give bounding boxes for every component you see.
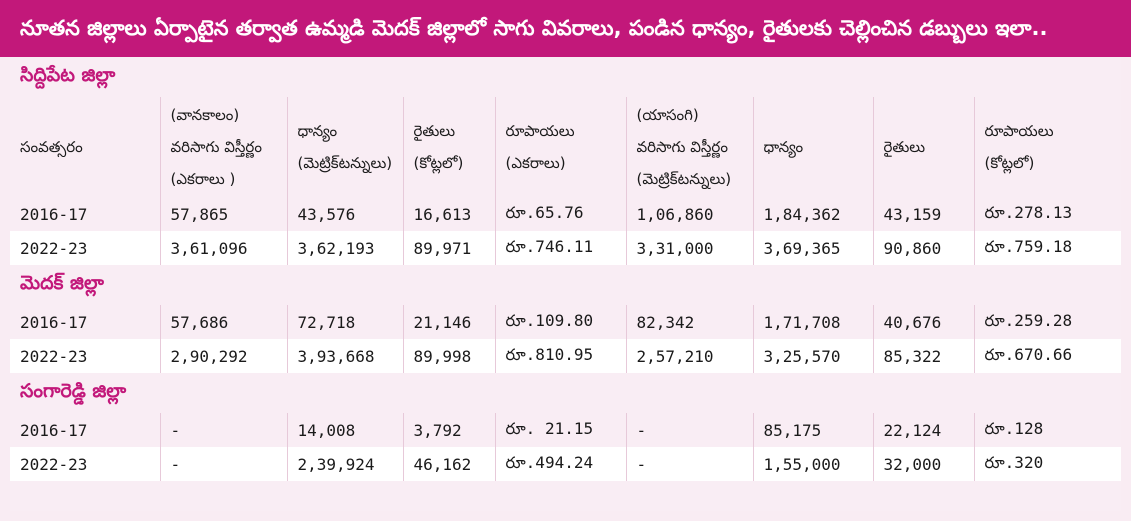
table-cell: - bbox=[626, 447, 754, 481]
table-cell: 82,342 bbox=[626, 305, 754, 339]
page-title: నూతన జిల్లాలు ఏర్పాటైన తర్వాత ఉమ్మడి మెద… bbox=[0, 0, 1131, 57]
table-cell: 90,860 bbox=[873, 231, 975, 265]
table-cell: 32,000 bbox=[873, 447, 975, 481]
col-area2-header: (యాసంగి) వరిసాగు విస్తీర్ణం (మెట్రిక్‌టన… bbox=[626, 97, 754, 197]
table-cell: 16,613 bbox=[403, 197, 496, 231]
table-cell: 40,676 bbox=[873, 305, 975, 339]
table-cell: 14,008 bbox=[287, 413, 404, 447]
table-cell: 85,322 bbox=[873, 339, 975, 373]
table-cell: 1,84,362 bbox=[753, 197, 874, 231]
table-cell: 2016-17 bbox=[10, 413, 161, 447]
table-cell: 3,62,193 bbox=[287, 231, 404, 265]
table-row: 2022-23 3,61,096 3,62,193 89,971 రూ.746.11 3,… bbox=[10, 231, 1121, 265]
table-cell: 3,61,096 bbox=[160, 231, 288, 265]
table-cell: 1,71,708 bbox=[753, 305, 874, 339]
table-cell: రూ.128 bbox=[974, 413, 1121, 447]
table-cell: రూ.109.80 bbox=[495, 305, 627, 339]
table-cell: 22,124 bbox=[873, 413, 975, 447]
table-cell: 46,162 bbox=[403, 447, 496, 481]
table-row: 2022-23-2,39,924 46,162 రూ.494.24-1,55,000… bbox=[10, 447, 1121, 481]
table-cell: 89,998 bbox=[403, 339, 496, 373]
table-cell: 3,792 bbox=[403, 413, 496, 447]
col-area-header: (వానకాలం) వరిసాగు విస్తీర్ణం (ఎకరాలు ) bbox=[160, 97, 288, 197]
table-cell: 2022-23 bbox=[10, 231, 161, 265]
table-cell: 89,971 bbox=[403, 231, 496, 265]
table-cell: 3,69,365 bbox=[753, 231, 874, 265]
table-cell: 1,06,860 bbox=[626, 197, 754, 231]
table-cell: - bbox=[160, 413, 288, 447]
season-yasangi-label: (యాసంగి) bbox=[636, 106, 699, 124]
district-title: సిద్దిపేట జిల్లా bbox=[20, 63, 116, 86]
table-cell: 2022-23 bbox=[10, 447, 161, 481]
table-cell: రూ.759.18 bbox=[974, 231, 1121, 265]
table-row: 2022-23 2,90,292 3,93,668 89,998 రూ.810.95 2,… bbox=[10, 339, 1121, 373]
table-cell: 57,686 bbox=[160, 305, 288, 339]
table-row: 2016-17-14,008 3,792 రూ. 21.15-85,175 22,12… bbox=[10, 413, 1121, 447]
table-cell: 2022-23 bbox=[10, 339, 161, 373]
table-cell: రూ.810.95 bbox=[495, 339, 627, 373]
table-cell: 2,90,292 bbox=[160, 339, 288, 373]
data-table: సిద్దిపేట జిల్లా సంవత్సరం (వానకాలం) వరిస… bbox=[10, 57, 1121, 481]
table-cell: రూ.670.66 bbox=[974, 339, 1121, 373]
season-vanakalam-label: (వానకాలం) bbox=[170, 106, 240, 124]
table-cell: - bbox=[626, 413, 754, 447]
col-year-header: సంవత్సరం bbox=[10, 97, 161, 197]
district-title: సంగారెడ్డి జిల్లా bbox=[20, 379, 127, 402]
table-cell: 3,93,668 bbox=[287, 339, 404, 373]
col-rupees2-header: రూపాయలు (కోట్లలో) bbox=[984, 122, 1054, 172]
table-row: 2016-17 57,686 72,718 21,146 రూ.109.80 82,342… bbox=[10, 305, 1121, 339]
col-grain2-header: ధాన్యం bbox=[753, 97, 874, 197]
col-farmers2-header: రైతులు bbox=[873, 97, 975, 197]
district-row: సంగారెడ్డి జిల్లా bbox=[10, 373, 1121, 413]
table-cell: - bbox=[160, 447, 288, 481]
table-cell: రూ.746.11 bbox=[495, 231, 627, 265]
table-cell: రూ.259.28 bbox=[974, 305, 1121, 339]
table-cell: 3,25,570 bbox=[753, 339, 874, 373]
table-cell: రూ. 21.15 bbox=[495, 413, 627, 447]
col-grain-header: ధాన్యం (మెట్రిక్‌టన్నులు) bbox=[287, 97, 404, 197]
table-cell: 43,576 bbox=[287, 197, 404, 231]
col-farmers-header: రైతులు (కోట్లలో) bbox=[403, 97, 496, 197]
table-cell: 1,55,000 bbox=[753, 447, 874, 481]
table-cell: 2,57,210 bbox=[626, 339, 754, 373]
table-body: సిద్దిపేట జిల్లా సంవత్సరం (వానకాలం) వరిస… bbox=[10, 57, 1121, 481]
table-cell: 3,31,000 bbox=[626, 231, 754, 265]
table-cell: 57,865 bbox=[160, 197, 288, 231]
table-cell: 2,39,924 bbox=[287, 447, 404, 481]
district-row: సిద్దిపేట జిల్లా bbox=[10, 57, 1121, 97]
table-cell: 2016-17 bbox=[10, 305, 161, 339]
table-cell: రూ.320 bbox=[974, 447, 1121, 481]
table-header-row: సంవత్సరం (వానకాలం) వరిసాగు విస్తీర్ణం (ఎ… bbox=[10, 97, 1121, 197]
table-cell: 2016-17 bbox=[10, 197, 161, 231]
table-panel: సిద్దిపేట జిల్లా సంవత్సరం (వానకాలం) వరిస… bbox=[10, 57, 1121, 511]
col-rupees-header: రూపాయలు (ఎకరాలు) bbox=[495, 97, 627, 197]
table-cell: రూ.65.76 bbox=[495, 197, 627, 231]
table-cell: 72,718 bbox=[287, 305, 404, 339]
table-row: 2016-17 57,865 43,576 16,613 రూ.65.76 1,06,86… bbox=[10, 197, 1121, 231]
table-cell: 21,146 bbox=[403, 305, 496, 339]
district-row: మెదక్ జిల్లా bbox=[10, 265, 1121, 305]
district-title: మెదక్ జిల్లా bbox=[20, 271, 104, 294]
table-cell: రూ.494.24 bbox=[495, 447, 627, 481]
table-cell: రూ.278.13 bbox=[974, 197, 1121, 231]
table-cell: 43,159 bbox=[873, 197, 975, 231]
table-cell: 85,175 bbox=[753, 413, 874, 447]
